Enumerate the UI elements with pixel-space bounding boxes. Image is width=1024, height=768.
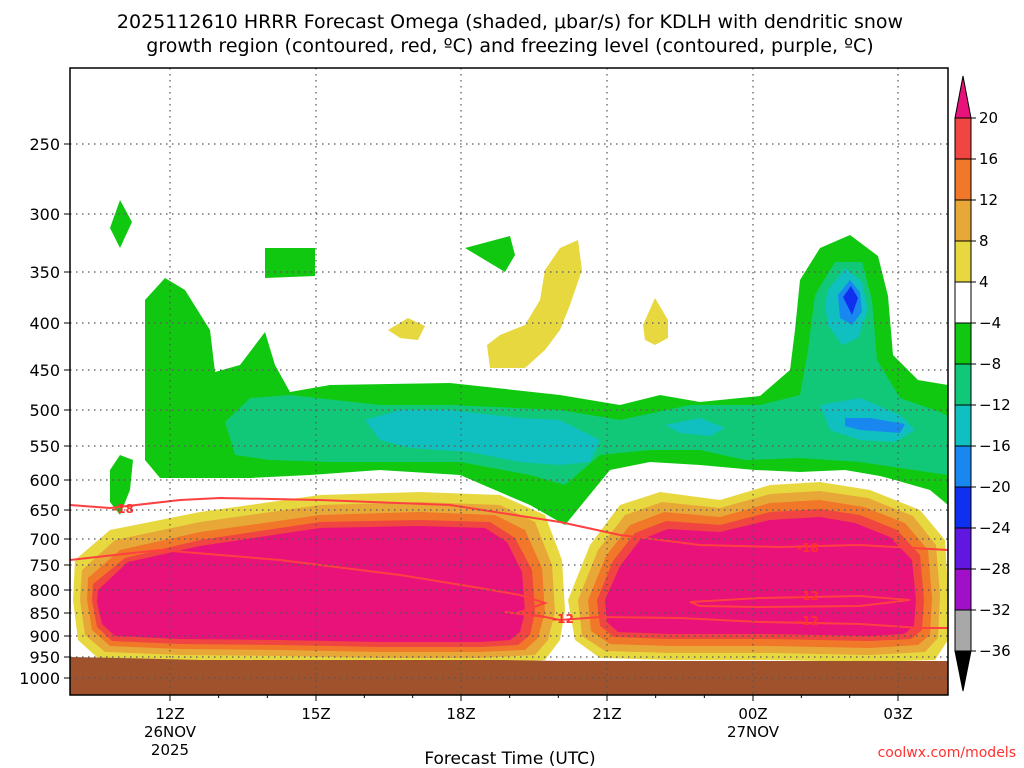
colorbar-bottom-triangle [954,650,972,692]
chart-title-line-2: growth region (contoured, red, ºC) and f… [146,35,873,57]
omega-patch-3 [465,236,515,272]
y-tick-label: 400 [29,314,60,333]
colorbar-tick-label: −12 [979,396,1011,414]
ground-below-surface [70,657,948,695]
x-tick-label: 12Z [155,705,184,723]
y-tick-label: 1000 [19,669,60,688]
y-tick-label: 850 [29,604,60,623]
y-tick-label: 550 [29,437,60,456]
contour-label-group: -18 -18 -12 -12 -12 [112,502,819,628]
colorbar-band [954,158,972,201]
omega-region-minus12-b [665,418,725,436]
omega-shading-ascent [110,200,948,525]
x-tick-label: 15Z [301,705,330,723]
colorbar-tick-label: −36 [979,642,1011,660]
credit-text: coolwx.com/models [878,745,1016,761]
colorbar-band [954,117,972,160]
x-tick-label: 18Z [446,705,475,723]
colorbar-band [954,527,972,570]
contour-label-4: -12 [797,589,819,603]
colorbar-tick-label: 8 [979,232,989,250]
contour-minus12-c [504,611,546,618]
colorbar-band [954,322,972,365]
colorbar-band [954,363,972,406]
colorbar-band [954,568,972,611]
y-axis-ticks: 250 300 350 400 450 500 550 600 650 700 750 800 850 9… [19,135,70,688]
omega-region-minus12-a [365,410,600,465]
y-tick-label: 250 [29,135,60,154]
colorbar-tick-label: −24 [979,519,1011,537]
omega-yellow-patch-2 [388,318,425,340]
y-tick-label: 450 [29,361,60,380]
x-axis-label: Forecast Time (UTC) [424,749,595,768]
y-tick-label: 500 [29,401,60,420]
colorbar-tick-label: −20 [979,478,1011,496]
omega-patch-2 [265,248,315,278]
contour-minus12-b [689,594,911,609]
colorbar-top-triangle [954,75,972,119]
omega-shading-descent-low [73,482,948,665]
x-tick-date: 26NOV [144,723,197,741]
contour-minus12-a [69,548,948,629]
x-tick-label: 00Z [738,705,767,723]
x-tick-date: 27NOV [727,723,780,741]
colorbar-tick-label: −4 [979,314,1001,332]
y-tick-label: 300 [29,205,60,224]
plot-area: -18 -18 -12 -12 -12 [69,67,949,696]
x-tick-label: 03Z [883,705,912,723]
contour-label-5: -12 [797,614,819,628]
colorbar: 20 16 12 8 4 −4 −8 −12 −16 −20 −24 −28 −32 −36 [954,75,1011,692]
colorbar-tick-label: −32 [979,601,1011,619]
contour-label-3: -12 [552,612,574,626]
omega-patch-1 [110,200,132,248]
colorbar-band [954,281,972,324]
omega-region-minus16-b [845,418,905,433]
colorbar-band [954,445,972,488]
gridlines [70,68,948,695]
y-tick-label: 750 [29,556,60,575]
colorbar-tick-label: −28 [979,560,1011,578]
colorbar-tick-label: 16 [979,150,998,168]
colorbar-band [954,404,972,447]
colorbar-tick-label: −16 [979,437,1011,455]
colorbar-band [954,199,972,242]
colorbar-tick-label: 4 [979,273,989,291]
omega-yellow-patch-1 [487,240,582,368]
y-tick-label: 800 [29,581,60,600]
x-tick-year: 2025 [151,741,189,759]
colorbar-band [954,240,972,283]
y-tick-label: 700 [29,530,60,549]
omega-region-minus20 [843,286,858,315]
colorbar-band [954,486,972,529]
contour-label-2: -18 [797,541,819,555]
contour-label-1: -18 [112,502,134,516]
y-tick-label: 650 [29,501,60,520]
omega-patch-4 [110,455,133,515]
omega-yellow-patch-3 [643,298,668,345]
y-tick-label: 950 [29,648,60,667]
colorbar-tick-label: 12 [979,191,998,209]
y-tick-label: 900 [29,627,60,646]
colorbar-tick-label: −8 [979,355,1001,373]
y-tick-label: 350 [29,263,60,282]
plot-frame [69,67,949,696]
x-tick-label: 21Z [592,705,621,723]
colorbar-band [954,609,972,652]
chart-title-line-1: 2025112610 HRRR Forecast Omega (shaded, … [117,11,903,33]
omega-shading-descent-aloft [388,240,668,368]
colorbar-tick-label: 20 [979,109,998,127]
contour-minus18 [69,496,949,551]
y-tick-label: 600 [29,471,60,490]
dendritic-contours [69,496,949,629]
